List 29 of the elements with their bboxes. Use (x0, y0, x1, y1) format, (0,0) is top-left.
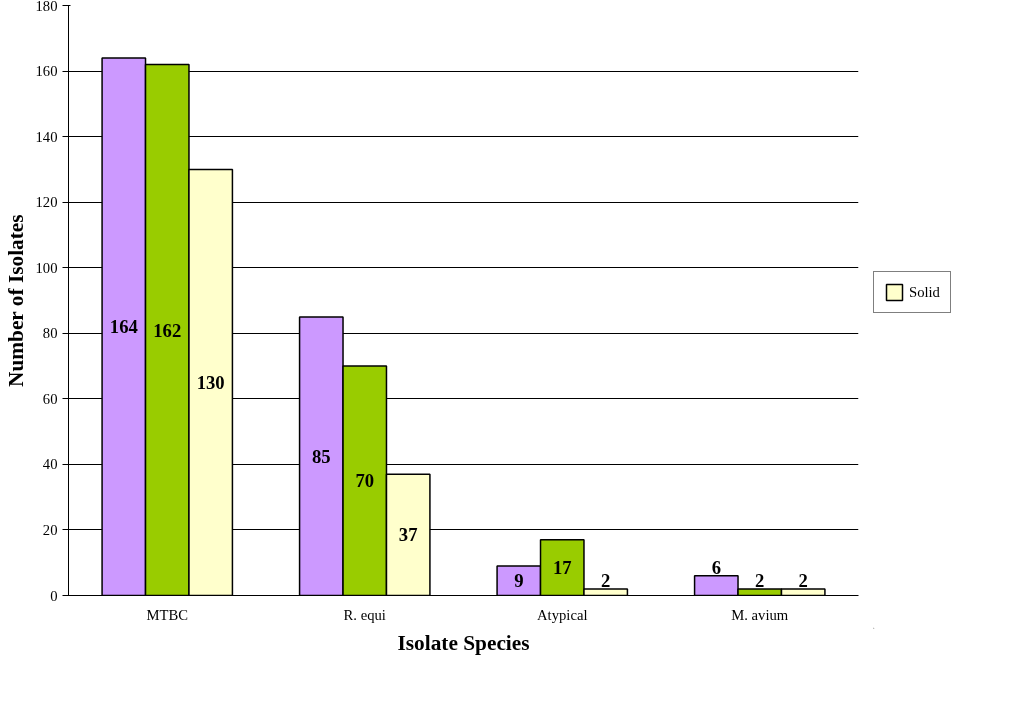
data-label: 2 (798, 569, 808, 591)
data-label: 9 (514, 570, 524, 592)
y-tick-label: 0 (50, 587, 58, 604)
y-tick-label: 180 (35, 0, 58, 14)
y-tick-label: 140 (35, 128, 58, 145)
y-tick-label: 20 (42, 521, 58, 538)
x-tick-label: MTBC (146, 606, 189, 623)
legend-label: Solid (909, 283, 940, 301)
data-label: 2 (601, 569, 611, 591)
data-label: 70 (355, 470, 375, 492)
data-label: 130 (196, 371, 225, 393)
data-label: 162 (153, 319, 182, 341)
data-label: 85 (311, 445, 331, 467)
x-axis-title: Isolate Species (397, 630, 530, 655)
x-tick-label: R. equi (343, 606, 386, 623)
data-label: 164 (109, 316, 138, 338)
data-label: 37 (398, 524, 418, 546)
data-label: 17 (552, 557, 572, 579)
y-tick-label: 160 (35, 63, 58, 80)
y-tick-label: 60 (42, 390, 58, 407)
y-axis-title: Number of Isolates (3, 214, 28, 387)
data-label: 6 (711, 556, 721, 578)
y-tick-label: 120 (35, 194, 58, 211)
x-tick-label: M. avium (731, 606, 789, 623)
x-tick-label: Atypical (537, 606, 588, 623)
y-tick-label: 80 (42, 325, 58, 342)
y-tick-label: 100 (35, 259, 58, 276)
data-label: 2 (755, 569, 765, 591)
y-tick-label: 40 (42, 456, 58, 473)
